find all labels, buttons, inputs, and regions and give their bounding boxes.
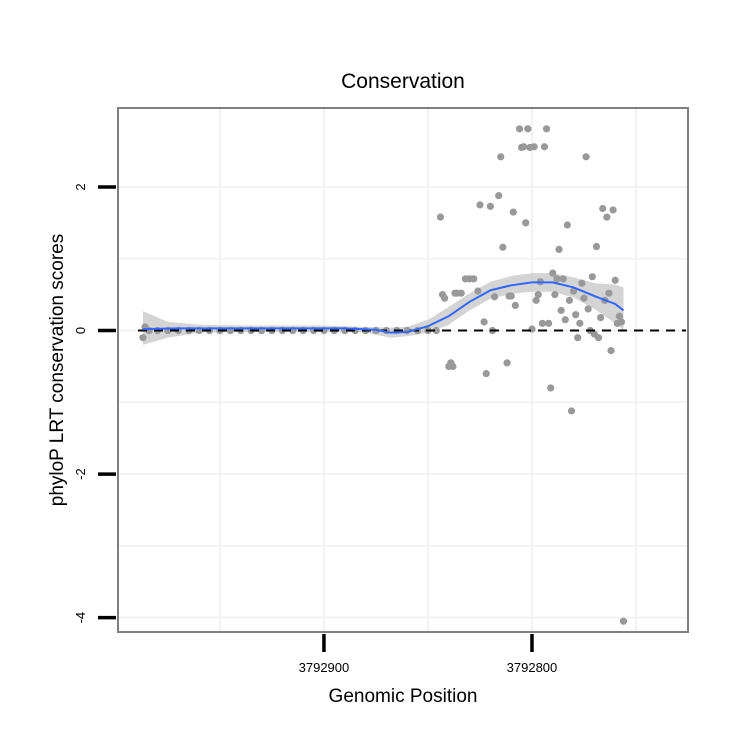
panel-border <box>117 107 689 633</box>
data-point <box>538 319 546 327</box>
data-point <box>436 213 445 221</box>
data-point <box>563 221 571 229</box>
data-point <box>486 202 494 210</box>
data-point <box>567 407 576 415</box>
data-point <box>615 312 623 320</box>
data-point <box>482 369 490 378</box>
y-axis-label: phyloP LRT conservation scores <box>47 233 68 507</box>
data-point <box>547 384 555 392</box>
y-tick-label: 0 <box>73 327 88 334</box>
x-tick-label: 3792900 <box>299 660 350 675</box>
data-point <box>594 334 603 342</box>
loess-fit-line <box>142 281 625 334</box>
data-point <box>524 125 532 133</box>
data-point <box>449 362 457 371</box>
data-point <box>551 291 559 299</box>
data-point <box>582 153 590 161</box>
data-point <box>609 206 617 214</box>
chart-title: Conservation <box>341 70 465 93</box>
data-point <box>542 125 551 133</box>
data-point <box>499 243 507 251</box>
data-point <box>584 305 592 313</box>
data-point <box>530 143 538 151</box>
data-point <box>507 292 515 300</box>
data-point <box>592 242 601 251</box>
data-point <box>480 318 488 326</box>
y-tick-label: 2 <box>73 183 88 190</box>
x-tick-label: 3792800 <box>507 660 558 675</box>
data-point <box>515 125 524 133</box>
data-point <box>497 153 505 161</box>
data-point <box>509 208 517 216</box>
data-point <box>503 359 511 367</box>
data-point <box>565 296 574 304</box>
data-point <box>572 311 580 319</box>
data-point <box>576 319 584 327</box>
data-point <box>580 294 588 302</box>
data-point <box>549 269 557 277</box>
data-point <box>599 204 607 213</box>
data-point <box>553 275 561 283</box>
data-point <box>520 143 528 151</box>
data-point <box>441 294 449 302</box>
data-point <box>540 143 549 151</box>
data-point <box>559 275 567 283</box>
data-point <box>557 306 565 315</box>
data-point <box>470 275 478 283</box>
data-point <box>457 289 465 297</box>
data-point <box>611 276 619 284</box>
data-point <box>555 245 563 254</box>
data-point <box>532 296 540 304</box>
x-axis-label: Genomic Position <box>328 686 478 707</box>
confidence-band <box>142 273 624 345</box>
data-point <box>588 273 596 281</box>
y-tick-label: -4 <box>73 612 88 624</box>
data-point <box>528 325 536 333</box>
data-point <box>139 334 147 342</box>
data-point <box>574 334 582 342</box>
data-point <box>619 617 628 625</box>
data-point <box>534 291 542 299</box>
data-point <box>432 326 440 335</box>
data-point <box>495 191 503 200</box>
data-point <box>490 293 499 301</box>
data-point <box>605 289 613 297</box>
data-point <box>603 213 611 221</box>
data-point <box>476 201 484 209</box>
data-point <box>561 316 569 324</box>
data-point <box>597 314 605 322</box>
data-point <box>578 279 586 287</box>
data-point <box>607 347 615 355</box>
y-tick-label: -2 <box>73 468 88 480</box>
data-point <box>545 319 553 327</box>
data-point <box>511 301 519 309</box>
data-point <box>617 318 626 326</box>
data-point <box>474 287 482 295</box>
data-point <box>522 219 530 227</box>
panel-background <box>118 108 688 632</box>
